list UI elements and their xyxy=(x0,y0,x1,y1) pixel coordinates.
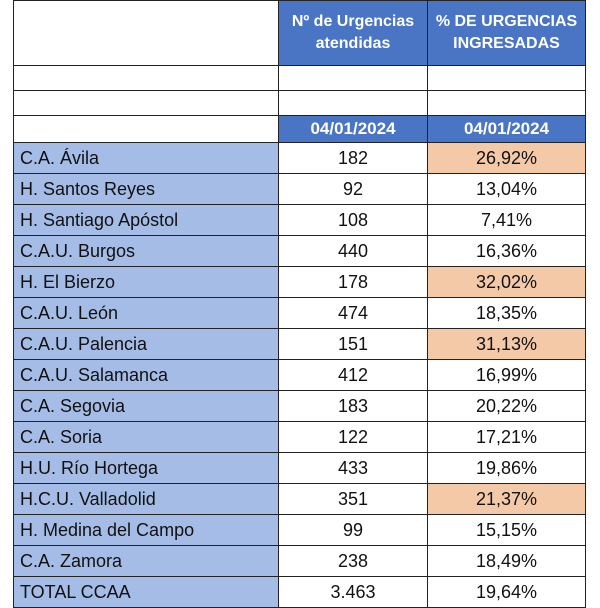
urgencias-count-cell[interactable]: 182 xyxy=(278,142,428,174)
date-cell-ingresadas[interactable]: 04/01/2024 xyxy=(427,115,586,143)
ingresadas-pct-cell[interactable]: 26,92% xyxy=(427,142,586,174)
hospital-name-cell[interactable]: C.A. Soria xyxy=(13,421,279,453)
urgencias-count-cell[interactable]: 351 xyxy=(278,483,428,515)
hospital-name-cell[interactable]: H. Santos Reyes xyxy=(13,173,279,205)
header-row: Nº de Urgencias atendidas % DE URGENCIAS… xyxy=(13,0,586,66)
table-row: H. Santos Reyes 92 13,04% xyxy=(13,173,586,205)
ingresadas-pct-cell[interactable]: 20,22% xyxy=(427,390,586,422)
table-row: C.A.U. León 474 18,35% xyxy=(13,297,586,329)
date-row-empty-cell[interactable] xyxy=(13,115,279,143)
hospital-name-cell[interactable]: H.U. Río Hortega xyxy=(13,452,279,484)
hospital-name-cell[interactable]: C.A.U. León xyxy=(13,297,279,329)
hospital-name-cell[interactable]: C.A.U. Burgos xyxy=(13,235,279,267)
table-row: H. Santiago Apóstol 108 7,41% xyxy=(13,204,586,236)
ingresadas-pct-cell[interactable]: 15,15% xyxy=(427,514,586,546)
ingresadas-pct-cell[interactable]: 18,49% xyxy=(427,545,586,577)
urgencias-count-cell[interactable]: 440 xyxy=(278,235,428,267)
hospital-name-cell[interactable]: H. Santiago Apóstol xyxy=(13,204,279,236)
blank-row xyxy=(13,90,586,116)
table-row: C.A. Ávila 182 26,92% xyxy=(13,142,586,174)
table-row: C.A. Soria 122 17,21% xyxy=(13,421,586,453)
ingresadas-pct-cell[interactable]: 19,86% xyxy=(427,452,586,484)
hospital-name-cell[interactable]: C.A. Ávila xyxy=(13,142,279,174)
hospital-name-cell[interactable]: H.C.U. Valladolid xyxy=(13,483,279,515)
hospital-name-cell[interactable]: H. Medina del Campo xyxy=(13,514,279,546)
table-row: C.A. Segovia 183 20,22% xyxy=(13,390,586,422)
hospital-name-cell[interactable]: C.A.U. Salamanca xyxy=(13,359,279,391)
date-cell-atendidas[interactable]: 04/01/2024 xyxy=(278,115,428,143)
urgencias-count-cell[interactable]: 238 xyxy=(278,545,428,577)
table-row: H. El Bierzo 178 32,02% xyxy=(13,266,586,298)
blank-cell[interactable] xyxy=(13,90,279,116)
urgencias-count-cell[interactable]: 412 xyxy=(278,359,428,391)
urgencias-count-cell[interactable]: 108 xyxy=(278,204,428,236)
urgencias-count-cell[interactable]: 178 xyxy=(278,266,428,298)
table-row: TOTAL CCAA 3.463 19,64% xyxy=(13,576,586,608)
header-urgencias-atendidas[interactable]: Nº de Urgencias atendidas xyxy=(278,0,428,66)
hospital-name-cell[interactable]: H. El Bierzo xyxy=(13,266,279,298)
urgencias-count-cell[interactable]: 122 xyxy=(278,421,428,453)
ingresadas-pct-cell[interactable]: 16,36% xyxy=(427,235,586,267)
blank-cell[interactable] xyxy=(13,65,279,91)
hospital-name-cell[interactable]: C.A.U. Palencia xyxy=(13,328,279,360)
table-row: H.C.U. Valladolid 351 21,37% xyxy=(13,483,586,515)
ingresadas-pct-cell[interactable]: 18,35% xyxy=(427,297,586,329)
header-empty-cell[interactable] xyxy=(13,0,279,66)
ingresadas-pct-cell[interactable]: 19,64% xyxy=(427,576,586,608)
blank-cell[interactable] xyxy=(427,90,586,116)
ingresadas-pct-cell[interactable]: 31,13% xyxy=(427,328,586,360)
urgencias-table: Nº de Urgencias atendidas % DE URGENCIAS… xyxy=(13,0,586,608)
ingresadas-pct-cell[interactable]: 16,99% xyxy=(427,359,586,391)
table-row: C.A.U. Palencia 151 31,13% xyxy=(13,328,586,360)
urgencias-count-cell[interactable]: 3.463 xyxy=(278,576,428,608)
header-urgencias-ingresadas[interactable]: % DE URGENCIAS INGRESADAS xyxy=(427,0,586,66)
table-row: H.U. Río Hortega 433 19,86% xyxy=(13,452,586,484)
urgencias-count-cell[interactable]: 99 xyxy=(278,514,428,546)
table-row: C.A. Zamora 238 18,49% xyxy=(13,545,586,577)
blank-cell[interactable] xyxy=(278,65,428,91)
blank-row xyxy=(13,65,586,91)
ingresadas-pct-cell[interactable]: 7,41% xyxy=(427,204,586,236)
blank-cell[interactable] xyxy=(278,90,428,116)
table-row: C.A.U. Burgos 440 16,36% xyxy=(13,235,586,267)
ingresadas-pct-cell[interactable]: 21,37% xyxy=(427,483,586,515)
date-row: 04/01/2024 04/01/2024 xyxy=(13,115,586,143)
table-row: H. Medina del Campo 99 15,15% xyxy=(13,514,586,546)
urgencias-count-cell[interactable]: 151 xyxy=(278,328,428,360)
urgencias-count-cell[interactable]: 433 xyxy=(278,452,428,484)
hospital-name-cell[interactable]: C.A. Segovia xyxy=(13,390,279,422)
hospital-name-cell[interactable]: C.A. Zamora xyxy=(13,545,279,577)
ingresadas-pct-cell[interactable]: 13,04% xyxy=(427,173,586,205)
hospital-name-cell[interactable]: TOTAL CCAA xyxy=(13,576,279,608)
urgencias-count-cell[interactable]: 92 xyxy=(278,173,428,205)
blank-cell[interactable] xyxy=(427,65,586,91)
table-row: C.A.U. Salamanca 412 16,99% xyxy=(13,359,586,391)
urgencias-count-cell[interactable]: 474 xyxy=(278,297,428,329)
ingresadas-pct-cell[interactable]: 32,02% xyxy=(427,266,586,298)
urgencias-count-cell[interactable]: 183 xyxy=(278,390,428,422)
ingresadas-pct-cell[interactable]: 17,21% xyxy=(427,421,586,453)
